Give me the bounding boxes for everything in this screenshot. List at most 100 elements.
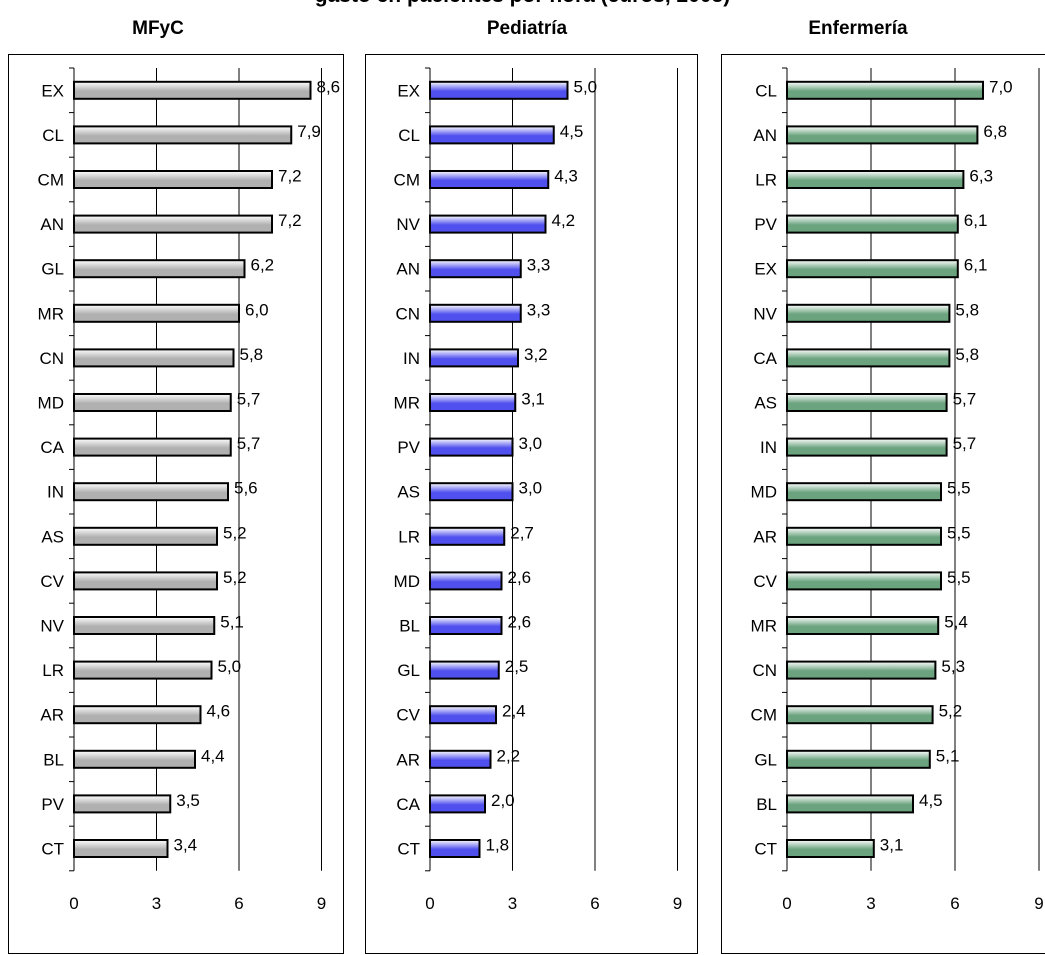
value-label: 3,4 [174, 836, 198, 855]
panel-title-pediatria: Pediatría [486, 18, 568, 39]
chart-panel-mfyc: EX 8,6 CL 7,9 CM 7,2 AN 7,2 GL 6,2 MR 6,0 CN 5,8 MD 5,7… [8, 54, 344, 954]
category-label: CN [395, 304, 420, 323]
category-label: CA [753, 349, 777, 368]
value-label: 4,3 [554, 167, 578, 186]
bar-ar [429, 749, 492, 769]
bar-in [73, 482, 229, 502]
category-label: BL [43, 750, 64, 769]
x-tick-label: 6 [234, 894, 243, 913]
bar-cv [429, 705, 497, 725]
value-label: 2,6 [508, 568, 532, 587]
bar-ca [429, 794, 486, 814]
x-tick-label: 0 [782, 894, 791, 913]
bar-gl [786, 749, 931, 769]
category-label: PV [41, 795, 64, 814]
category-label: NV [396, 215, 420, 234]
value-label: 5,8 [240, 345, 264, 364]
value-label: 7,2 [278, 167, 302, 186]
value-label: 4,5 [919, 791, 943, 810]
category-label: MR [751, 617, 777, 636]
value-label: 1,8 [486, 836, 510, 855]
value-label: 6,1 [964, 211, 988, 230]
category-label: LR [42, 661, 64, 680]
category-label: AS [754, 394, 777, 413]
panel-title-enfermeria: Enfermería [808, 18, 908, 39]
value-label: 4,2 [552, 211, 576, 230]
category-label: CM [394, 171, 420, 190]
value-label: 2,7 [510, 523, 534, 542]
bar-cn [429, 303, 522, 323]
bar-cl [786, 80, 984, 100]
value-label: 3,2 [524, 345, 548, 364]
bar-cv [786, 571, 942, 591]
value-label: 4,6 [207, 702, 231, 721]
value-label: 2,0 [491, 791, 515, 810]
category-label: MD [394, 572, 420, 591]
category-label: CL [755, 81, 777, 100]
bar-chart-mfyc: EX 8,6 CL 7,9 CM 7,2 AN 7,2 GL 6,2 MR 6,0 CN 5,8 MD 5,7… [38, 67, 341, 913]
bar-ex [73, 80, 312, 100]
value-label: 6,8 [983, 122, 1007, 141]
bar-cn [73, 348, 235, 368]
category-label: MD [38, 394, 64, 413]
category-label: CA [40, 438, 64, 457]
bar-nv [73, 616, 216, 635]
category-label: GL [41, 260, 64, 279]
value-label: 5,2 [223, 568, 247, 587]
bar-bl [429, 616, 503, 635]
bar-ct [786, 839, 875, 858]
value-label: 5,5 [947, 523, 971, 542]
value-label: 4,4 [201, 746, 225, 765]
bar-cm [429, 170, 550, 189]
bar-cm [786, 705, 934, 725]
category-label: NV [40, 617, 64, 636]
value-label: 3,1 [521, 390, 545, 409]
category-label: AN [40, 215, 64, 234]
value-label: 8,6 [317, 77, 341, 96]
bar-lr [73, 660, 213, 680]
category-label: CL [398, 126, 420, 145]
category-label: EX [397, 81, 420, 100]
x-tick-label: 9 [673, 894, 682, 913]
bar-in [786, 437, 948, 457]
x-tick-label: 6 [950, 894, 959, 913]
category-label: NV [753, 304, 777, 323]
x-tick-label: 3 [508, 894, 517, 913]
value-label: 3,3 [527, 256, 551, 275]
bar-ct [429, 839, 481, 858]
value-label: 5,2 [223, 523, 247, 542]
bar-mr [786, 616, 940, 635]
value-label: 3,1 [880, 836, 904, 855]
category-label: AS [397, 483, 420, 502]
category-label: MR [38, 304, 64, 323]
category-label: CV [396, 706, 420, 725]
category-label: CV [40, 572, 64, 591]
panel-title-mfyc: MFyC [132, 18, 184, 39]
category-label: PV [754, 215, 777, 234]
category-label: CT [397, 840, 420, 859]
x-tick-label: 0 [69, 894, 78, 913]
bar-cn [786, 660, 937, 680]
bar-cl [73, 125, 293, 145]
category-label: LR [398, 527, 420, 546]
bar-lr [786, 170, 965, 189]
value-label: 3,5 [176, 791, 200, 810]
value-label: 5,5 [947, 479, 971, 498]
bar-lr [429, 526, 506, 546]
value-label: 6,1 [964, 256, 988, 275]
value-label: 6,2 [251, 256, 275, 275]
category-label: PV [397, 438, 420, 457]
bar-as [429, 482, 514, 502]
chart-panel-enfermeria: CL 7,0 AN 6,8 LR 6,3 PV 6,1 EX 6,1 NV 5,8 CA 5,8 AS 5,7… [721, 54, 1045, 954]
category-label: CN [752, 661, 777, 680]
category-label: IN [403, 349, 420, 368]
value-label: 2,2 [497, 746, 521, 765]
category-label: CM [38, 171, 64, 190]
value-label: 6,0 [245, 300, 269, 319]
bar-md [429, 571, 503, 591]
value-label: 5,8 [955, 345, 979, 364]
value-label: 3,0 [519, 434, 543, 453]
category-label: CA [396, 795, 420, 814]
category-label: AN [396, 260, 420, 279]
bar-ex [786, 259, 959, 279]
